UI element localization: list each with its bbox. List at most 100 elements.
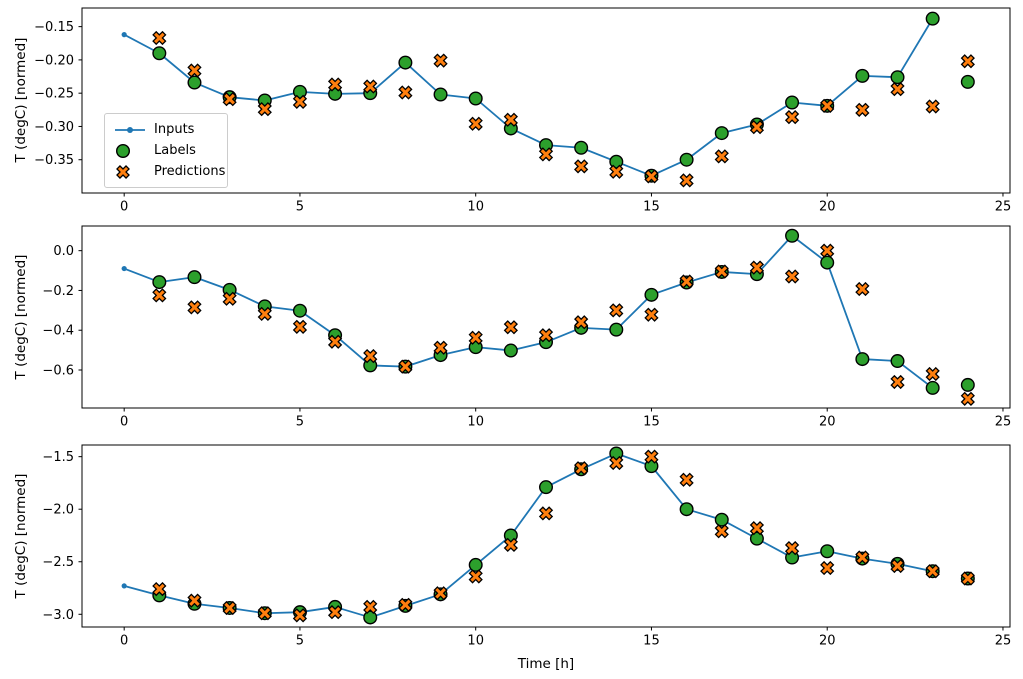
x-tick-label: 20 — [819, 634, 836, 649]
prediction-point-marker — [820, 243, 835, 258]
prediction-point-marker — [152, 581, 167, 597]
subplot-2-labels-markers — [152, 228, 975, 395]
xlabel-time: Time [h] — [517, 656, 575, 672]
prediction-point-marker — [257, 606, 272, 621]
subplot-3-labels-markers — [152, 446, 975, 625]
prediction-point-marker — [679, 472, 694, 487]
prediction-point-marker — [222, 600, 237, 616]
legend-inputs-dot — [127, 126, 133, 133]
prediction-point-marker — [468, 330, 483, 345]
prediction-point-marker — [538, 506, 554, 521]
prediction-point-marker — [609, 303, 624, 318]
x-tick-label: 10 — [467, 634, 484, 649]
y-tick-label: −0.25 — [34, 87, 74, 102]
label-point-marker — [714, 126, 729, 141]
x-tick-label: 0 — [120, 634, 128, 649]
label-point-marker — [925, 380, 940, 395]
prediction-point-marker — [257, 306, 272, 322]
prediction-point-marker — [363, 599, 378, 615]
prediction-point-marker — [855, 281, 870, 297]
subplot-3-predictions-markers — [152, 449, 975, 623]
y-tick-label: −0.6 — [42, 364, 74, 379]
y-tick-label: −1.5 — [42, 450, 74, 465]
subplot-3-inputs-line — [123, 452, 933, 619]
y-tick-label: −0.15 — [34, 20, 74, 35]
prediction-point-marker — [609, 455, 624, 471]
subplot-2-inputs-line — [123, 234, 934, 389]
y-tick-label: −0.30 — [34, 120, 74, 135]
prediction-point-marker — [820, 560, 835, 576]
subplot-3-x-ticks: 0 5 10 15 20 25 — [120, 627, 1011, 649]
x-tick-label: 20 — [819, 415, 836, 430]
x-tick-label: 25 — [995, 415, 1012, 430]
prediction-point-marker — [925, 564, 940, 579]
prediction-point-marker — [644, 307, 659, 322]
label-point-marker — [609, 322, 624, 337]
input-point-marker — [121, 583, 127, 589]
ylabel-subplot-1: T (degC) [normed] — [13, 37, 29, 163]
y-tick-label: −0.2 — [42, 284, 74, 299]
legend-predictions-x — [116, 164, 130, 179]
prediction-point-marker — [327, 605, 343, 620]
prediction-point-marker — [609, 164, 624, 179]
subplot-1-inputs-dots — [121, 16, 936, 179]
label-point-marker — [503, 343, 518, 358]
x-tick-label: 5 — [296, 415, 304, 430]
prediction-point-marker — [925, 99, 940, 114]
label-point-marker — [679, 152, 694, 167]
subplot-3: 0 5 10 15 20 25 −1.5 −2.0 −2.5 −3.0 — [42, 444, 1011, 649]
prediction-point-marker — [503, 320, 518, 335]
label-point-marker — [363, 610, 378, 625]
prediction-point-marker — [784, 110, 800, 125]
prediction-point-marker — [855, 102, 870, 117]
subplot-1-predictions-markers — [152, 30, 975, 188]
prediction-point-marker — [187, 63, 202, 78]
legend: Inputs Labels Predictions — [104, 113, 228, 188]
labels-circle-icon — [115, 143, 131, 158]
prediction-point-marker — [574, 461, 589, 476]
label-point-marker — [679, 502, 694, 517]
legend-labels-circle — [115, 143, 131, 158]
prediction-point-marker — [820, 98, 835, 113]
prediction-point-marker — [890, 374, 905, 390]
label-point-marker — [398, 55, 413, 70]
prediction-point-marker — [714, 149, 729, 164]
subplot-2: 0 5 10 15 20 25 0.0 −0.2 −0.4 −0.6 — [42, 225, 1012, 430]
prediction-point-marker — [784, 269, 800, 284]
x-tick-label: 20 — [819, 200, 836, 215]
ylabel-subplot-2: T (degC) [normed] — [13, 254, 29, 380]
prediction-point-marker — [574, 159, 589, 174]
prediction-point-marker — [398, 597, 413, 612]
prediction-point-marker — [749, 260, 765, 275]
prediction-point-marker — [574, 315, 589, 330]
prediction-point-marker — [363, 348, 378, 364]
label-point-marker — [152, 275, 167, 290]
prediction-point-marker — [644, 449, 659, 464]
label-point-marker — [890, 354, 905, 369]
subplot-1-x-ticks: 0 5 10 15 20 25 — [120, 193, 1011, 215]
subplot-1-inputs-line — [123, 18, 934, 177]
prediction-point-marker — [855, 550, 870, 565]
prediction-point-marker — [503, 112, 518, 127]
prediction-point-marker — [890, 82, 905, 97]
prediction-point-marker — [960, 391, 975, 406]
label-point-marker — [714, 512, 729, 527]
prediction-point-marker — [960, 54, 975, 69]
label-point-marker — [785, 95, 800, 110]
y-tick-label: −0.35 — [34, 153, 74, 168]
prediction-point-marker — [292, 319, 308, 334]
prediction-point-marker — [503, 537, 518, 553]
label-point-marker — [749, 531, 764, 546]
prediction-point-marker — [925, 366, 940, 382]
prediction-point-marker — [714, 264, 729, 279]
x-tick-label: 0 — [120, 200, 128, 215]
legend-entry-inputs: Inputs — [113, 119, 219, 140]
prediction-point-marker — [327, 77, 343, 92]
prediction-point-marker — [398, 85, 413, 100]
prediction-point-marker — [538, 328, 554, 343]
y-tick-label: −2.5 — [42, 555, 74, 570]
prediction-point-marker — [468, 569, 483, 584]
y-tick-label: −0.4 — [42, 324, 74, 339]
prediction-point-marker — [679, 274, 694, 289]
ylabel-subplot-3: T (degC) [normed] — [13, 473, 29, 599]
